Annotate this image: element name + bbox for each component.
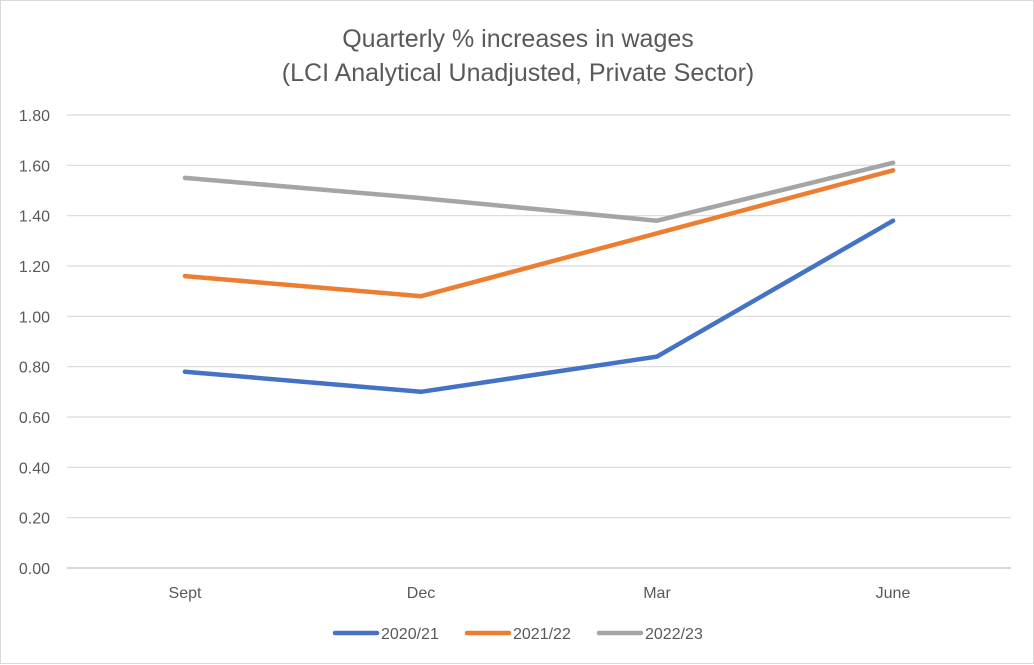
chart-title: Quarterly % increases in wages [342, 25, 694, 53]
data-point [418, 195, 424, 201]
data-point [182, 369, 188, 374]
y-tick-label: 0.80 [19, 360, 50, 377]
x-tick-label: Sept [169, 585, 202, 602]
data-point [418, 389, 424, 395]
series-lines [182, 160, 896, 395]
x-tick-label: Mar [643, 585, 671, 602]
y-tick-label: 0.60 [19, 410, 50, 427]
y-tick-label: 0.00 [19, 561, 50, 578]
data-point [654, 231, 660, 236]
legend: 2020/21 2021/22 2022/23 [332, 626, 703, 643]
x-tick-label: Dec [407, 585, 435, 602]
gridlines [67, 114, 1011, 569]
data-point [182, 175, 188, 181]
legend-label: 2021/22 [513, 626, 571, 643]
data-point [654, 218, 660, 223]
y-tick-label: 1.80 [19, 108, 50, 125]
y-tick-label: 1.20 [19, 259, 50, 276]
data-point [890, 168, 896, 173]
data-point [418, 294, 424, 299]
legend-label: 2020/21 [381, 626, 439, 643]
data-point [654, 354, 660, 359]
y-axis-ticks: 0.00 0.20 0.40 0.60 0.80 1.00 1.20 1.40 1.60 1.80 [19, 108, 50, 578]
series-line-2021-22 [182, 168, 896, 299]
data-point [182, 273, 188, 279]
chart-subtitle: (LCI Analytical Unadjusted, Private Sect… [282, 59, 754, 87]
data-point [890, 160, 896, 166]
y-tick-label: 1.40 [19, 209, 50, 226]
x-axis-ticks: Sept Dec Mar June [169, 585, 911, 602]
series-line-2022-23 [182, 160, 896, 223]
y-tick-label: 1.00 [19, 309, 50, 326]
x-tick-label: June [876, 585, 911, 602]
y-tick-label: 0.40 [19, 460, 50, 477]
y-tick-label: 1.60 [19, 158, 50, 175]
series-line-2020-21 [182, 218, 896, 395]
y-tick-label: 0.20 [19, 511, 50, 528]
legend-label: 2022/23 [645, 626, 703, 643]
data-point [890, 218, 896, 223]
